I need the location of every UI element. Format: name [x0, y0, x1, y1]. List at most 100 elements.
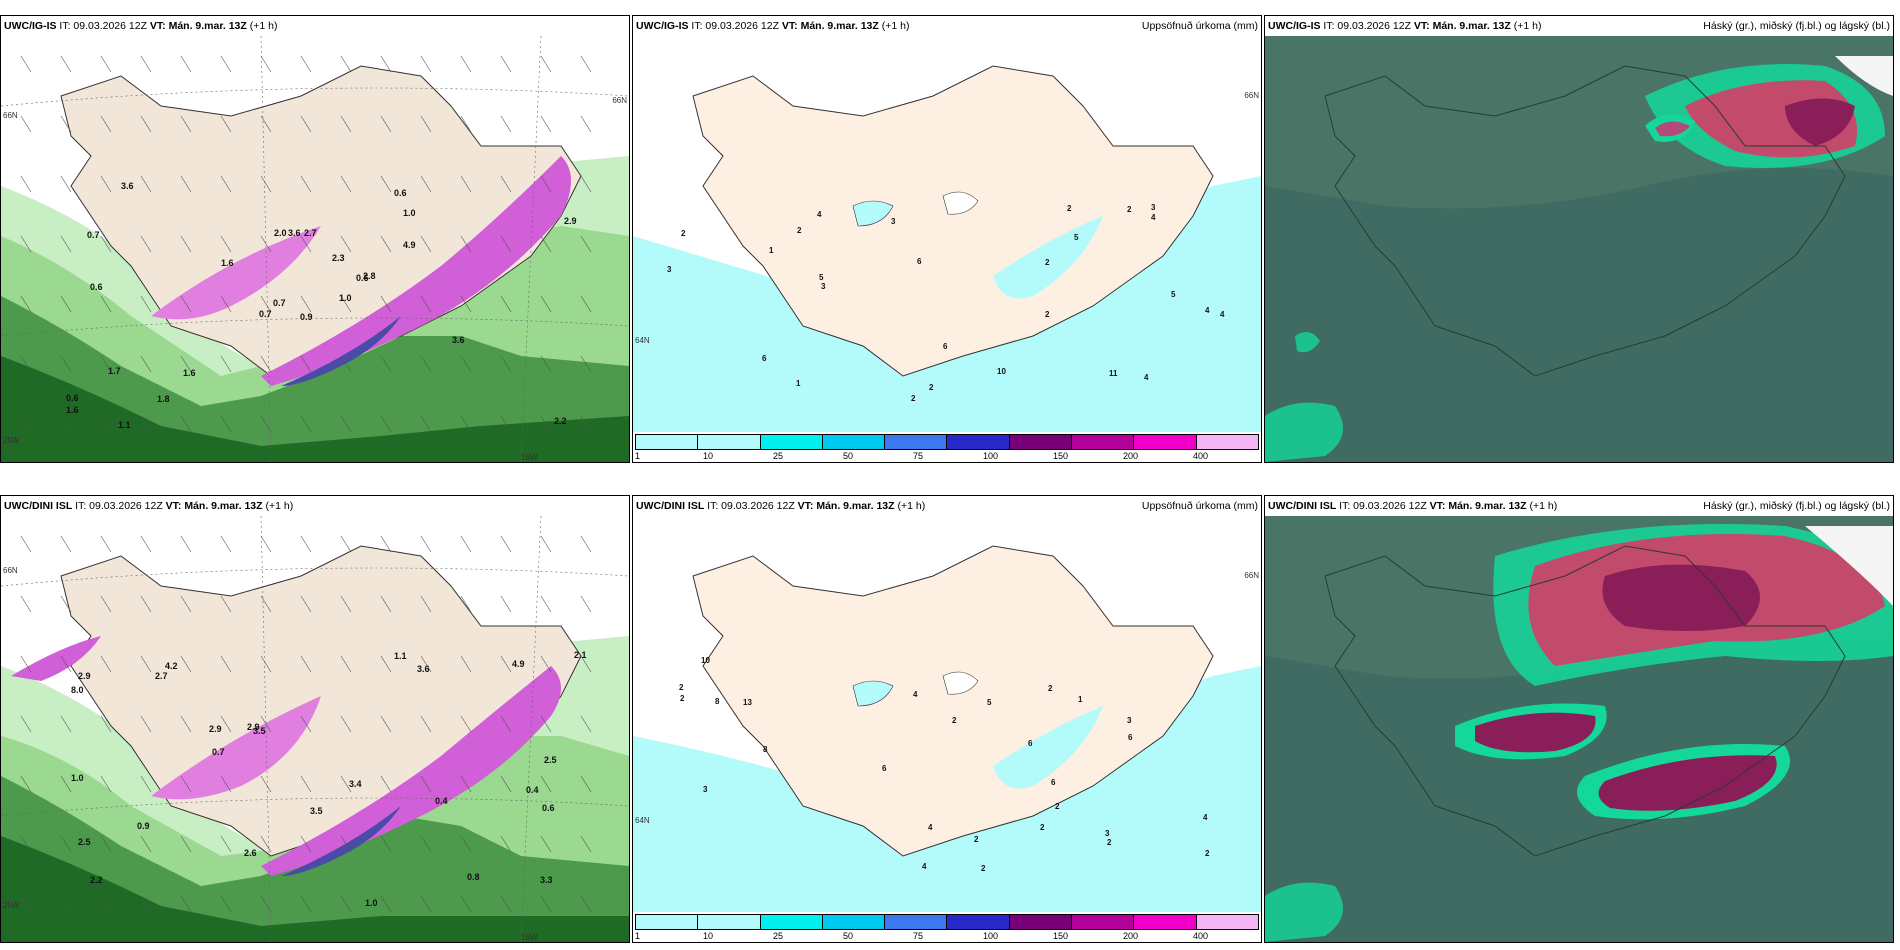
map-value-label: 3.3	[540, 875, 553, 885]
map-value-label: 2	[1055, 802, 1060, 811]
map-value-label: 2.8	[363, 271, 376, 281]
map-value-label: 1.7	[108, 366, 121, 376]
panel-header: UWC/IG-IS IT: 09.03.2026 12Z VT: Mán. 9.…	[1265, 16, 1893, 36]
map-value-label: 8	[715, 697, 720, 706]
map-value-label: 2	[1067, 204, 1072, 213]
legend-tick: 50	[843, 931, 854, 941]
map-value-label: 1.1	[394, 651, 407, 661]
map-value-label: 3.5	[310, 806, 323, 816]
map-value-label: 0.9	[300, 312, 313, 322]
panel-header: UWC/DINI ISL IT: 09.03.2026 12Z VT: Mán.…	[633, 496, 1261, 516]
map-value-label: 1.6	[221, 258, 234, 268]
map-value-label: 0.6	[66, 393, 79, 403]
legend-cell	[760, 435, 823, 449]
map-title: Háský (gr.), miðský (fj.bl.) og lágský (…	[1703, 20, 1890, 32]
init-time: IT: 09.03.2026 12Z	[707, 500, 795, 512]
panel-cloud-bottom: UWC/DINI ISL IT: 09.03.2026 12Z VT: Mán.…	[1264, 495, 1894, 943]
legend-tick: 200	[1123, 931, 1139, 941]
map-value-label: 0.7	[87, 230, 100, 240]
lon-label-25: 25W	[3, 436, 20, 445]
legend-tick: 75	[913, 451, 924, 461]
legend-cell	[885, 915, 948, 929]
panel-header: UWC/DINI ISL IT: 09.03.2026 12Z VT: Mán.…	[1, 496, 629, 516]
map-value-label: 2.0	[274, 228, 287, 238]
map-value-label: 2	[1048, 684, 1053, 693]
map-value-label: 1.0	[71, 773, 84, 783]
lat-label-66: 66N	[3, 111, 18, 120]
map-value-label: 2	[1045, 310, 1050, 319]
legend-tick: 400	[1193, 451, 1209, 461]
legend-cell	[1196, 435, 1258, 449]
map-value-label: 10	[701, 656, 710, 665]
legend-cell	[1134, 435, 1197, 449]
map-value-label: 4.2	[165, 661, 178, 671]
lon-label-15: 15W	[521, 453, 538, 462]
map-value-label: 2	[797, 226, 802, 235]
legend-tick: 100	[983, 931, 999, 941]
model-name: UWC/IG-IS	[1268, 20, 1321, 32]
map-value-label: 3	[891, 217, 896, 226]
map-value-label: 2.2	[90, 875, 103, 885]
map-value-label: 2	[1107, 838, 1112, 847]
map-value-label: 4	[1151, 213, 1156, 222]
legend-cell	[947, 915, 1010, 929]
map-value-label: 2.9	[78, 671, 91, 681]
map-value-label: 4	[1144, 373, 1149, 382]
map-value-label: 1.0	[365, 898, 378, 908]
map-value-label: 3.6	[121, 181, 134, 191]
map-value-label: 4	[922, 862, 927, 871]
map-value-label: 0.6	[542, 803, 555, 813]
precip-legend: 1 10 25 50 75 100 150 200 400	[633, 432, 1261, 462]
map-value-label: 3.5	[253, 726, 266, 736]
legend-cell	[1009, 915, 1073, 929]
legend-cell	[1072, 435, 1135, 449]
panel-precip-top: UWC/IG-IS IT: 09.03.2026 12Z VT: Mán. 9.…	[632, 15, 1262, 463]
lead-time: (+1 h)	[881, 20, 910, 32]
map-value-label: 3.6	[452, 335, 465, 345]
map-value-label: 1.6	[183, 368, 196, 378]
map-value-label: 0.8	[467, 872, 480, 882]
map-value-label: 0.6	[394, 188, 407, 198]
legend-cell	[1134, 915, 1197, 929]
cloud-map[interactable]	[1265, 516, 1893, 942]
lat-label-66: 66N	[1244, 91, 1259, 100]
wind-map[interactable]: 0.40.42.24.23.50.82.53.62.91.08.01.02.93…	[1, 516, 629, 942]
lead-time: (+1 h)	[265, 500, 294, 512]
map-value-label: 8	[763, 745, 768, 754]
lat-label-66: 66N	[3, 566, 18, 575]
cloud-map[interactable]	[1265, 36, 1893, 462]
init-time: IT: 09.03.2026 12Z	[691, 20, 779, 32]
init-time: IT: 09.03.2026 12Z	[75, 500, 163, 512]
init-time: IT: 09.03.2026 12Z	[1323, 20, 1411, 32]
init-time: IT: 09.03.2026 12Z	[1339, 500, 1427, 512]
legend-tick: 100	[983, 451, 999, 461]
map-value-label: 2	[952, 716, 957, 725]
model-name: UWC/DINI ISL	[636, 500, 705, 512]
map-value-label: 1	[769, 246, 774, 255]
legend-cell	[760, 915, 823, 929]
map-value-label: 5	[987, 698, 992, 707]
valid-time: VT: Mán. 9.mar. 13Z	[781, 20, 879, 32]
legend-cell	[636, 915, 699, 929]
map-value-label: 2.5	[78, 837, 91, 847]
legend-tick: 25	[773, 451, 784, 461]
legend-cell	[698, 915, 761, 929]
map-value-label: 1.0	[403, 208, 416, 218]
legend-cell	[947, 435, 1010, 449]
map-value-label: 2.7	[155, 671, 168, 681]
valid-time: VT: Mán. 9.mar. 13Z	[149, 20, 247, 32]
legend-cell	[1009, 435, 1073, 449]
model-name: UWC/IG-IS	[4, 20, 57, 32]
map-value-label: 2.2	[554, 416, 567, 426]
precip-legend: 1 10 25 50 75 100 150 200 400	[633, 912, 1261, 942]
map-title: Háský (gr.), miðský (fj.bl.) og lágský (…	[1703, 500, 1890, 512]
panel-header: UWC/DINI ISL IT: 09.03.2026 12Z VT: Mán.…	[1265, 496, 1893, 516]
lat-label-66: 66N	[1244, 571, 1259, 580]
lead-time: (+1 h)	[1529, 500, 1558, 512]
map-value-label: 0.9	[137, 821, 150, 831]
map-value-label: 2	[929, 383, 934, 392]
wind-map[interactable]: 0.90.70.70.60.61.60.62.71.01.03.62.20.62…	[1, 36, 629, 462]
map-title: Uppsöfnuð úrkoma (mm)	[1141, 500, 1258, 512]
